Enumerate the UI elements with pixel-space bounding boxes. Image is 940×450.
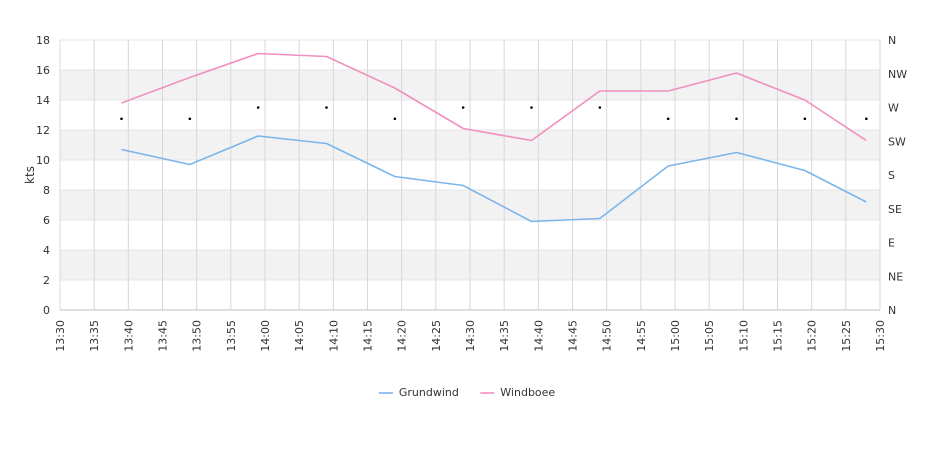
y-tick-label: 2 bbox=[43, 274, 50, 287]
x-tick-label: 15:20 bbox=[806, 320, 819, 352]
direction-point bbox=[325, 106, 328, 109]
x-tick-label: 14:05 bbox=[293, 320, 306, 352]
x-tick-label: 13:40 bbox=[122, 320, 135, 352]
x-tick-label: 15:30 bbox=[874, 320, 887, 352]
x-tick-label: 15:10 bbox=[737, 320, 750, 352]
legend[interactable]: Grundwind Windboee bbox=[378, 386, 556, 399]
direction-point bbox=[735, 117, 738, 121]
x-tick-label: 14:20 bbox=[396, 320, 409, 352]
x-tick-label: 15:00 bbox=[669, 320, 682, 352]
x-tick-label: 13:50 bbox=[191, 320, 204, 352]
x-tick-label: 14:35 bbox=[498, 320, 511, 352]
x-tick-label: 13:30 bbox=[54, 320, 67, 352]
y-tick-label: 6 bbox=[43, 214, 50, 227]
direction-points bbox=[120, 106, 868, 121]
direction-tick-label: E bbox=[888, 237, 895, 250]
direction-point bbox=[188, 117, 192, 121]
direction-point bbox=[865, 117, 868, 121]
direction-tick-label: SW bbox=[888, 135, 906, 148]
direction-tick-label: NE bbox=[888, 270, 903, 283]
x-tick-label: 14:40 bbox=[532, 320, 545, 352]
x-tick-label: 14:45 bbox=[567, 320, 580, 352]
x-tick-label: 14:55 bbox=[635, 320, 648, 352]
y-axis-title: kts bbox=[23, 166, 37, 184]
direction-tick-label: NW bbox=[888, 68, 907, 81]
y-tick-label: 18 bbox=[36, 34, 50, 47]
legend-item-grundwind[interactable]: Grundwind bbox=[378, 386, 459, 399]
y-tick-label: 8 bbox=[43, 184, 50, 197]
y-tick-label: 4 bbox=[43, 244, 50, 257]
series-line-windboee bbox=[121, 52, 867, 142]
direction-point bbox=[393, 117, 397, 121]
direction-axis-ticks: N NE E SE S SW W NW N bbox=[888, 34, 907, 317]
x-tick-label: 14:15 bbox=[362, 320, 375, 352]
direction-point bbox=[256, 106, 260, 109]
x-tick-label: 14:30 bbox=[464, 320, 477, 352]
grid-lines bbox=[59, 39, 881, 311]
x-axis-ticks: 13:30 13:35 13:40 13:45 13:50 13:55 14:00 14:05… bbox=[54, 320, 887, 352]
direction-point bbox=[461, 106, 465, 109]
direction-point bbox=[803, 117, 807, 121]
y-tick-label: 14 bbox=[36, 94, 50, 107]
x-tick-label: 14:00 bbox=[259, 320, 272, 352]
x-tick-label: 15:25 bbox=[840, 320, 853, 352]
direction-point bbox=[598, 106, 602, 109]
direction-tick-label: W bbox=[888, 102, 899, 115]
x-tick-label: 14:25 bbox=[430, 320, 443, 352]
y-axis-ticks: 0 2 4 6 8 10 12 14 16 18 bbox=[36, 34, 50, 317]
direction-point bbox=[120, 117, 123, 121]
x-tick-label: 13:35 bbox=[88, 320, 101, 352]
series-line-grundwind bbox=[121, 135, 867, 223]
direction-point bbox=[666, 117, 670, 121]
legend-label: Windboee bbox=[500, 386, 555, 399]
x-tick-label: 13:45 bbox=[157, 320, 170, 352]
series-lines bbox=[121, 52, 867, 223]
direction-tick-label: SE bbox=[888, 203, 902, 216]
x-tick-label: 14:50 bbox=[601, 320, 614, 352]
y-tick-label: 0 bbox=[43, 304, 50, 317]
x-tick-label: 13:55 bbox=[225, 320, 238, 352]
y-tick-label: 16 bbox=[36, 64, 50, 77]
legend-item-windboee[interactable]: Windboee bbox=[480, 386, 555, 399]
legend-label: Grundwind bbox=[399, 386, 459, 399]
y-tick-label: 12 bbox=[36, 124, 50, 137]
x-tick-label: 14:10 bbox=[327, 320, 340, 352]
y-tick-label: 10 bbox=[36, 154, 50, 167]
direction-tick-label: S bbox=[888, 169, 895, 182]
direction-tick-label: N bbox=[888, 304, 896, 317]
direction-point bbox=[530, 106, 533, 109]
x-tick-label: 15:15 bbox=[772, 320, 785, 352]
direction-tick-label: N bbox=[888, 34, 896, 47]
x-tick-label: 15:05 bbox=[703, 320, 716, 352]
